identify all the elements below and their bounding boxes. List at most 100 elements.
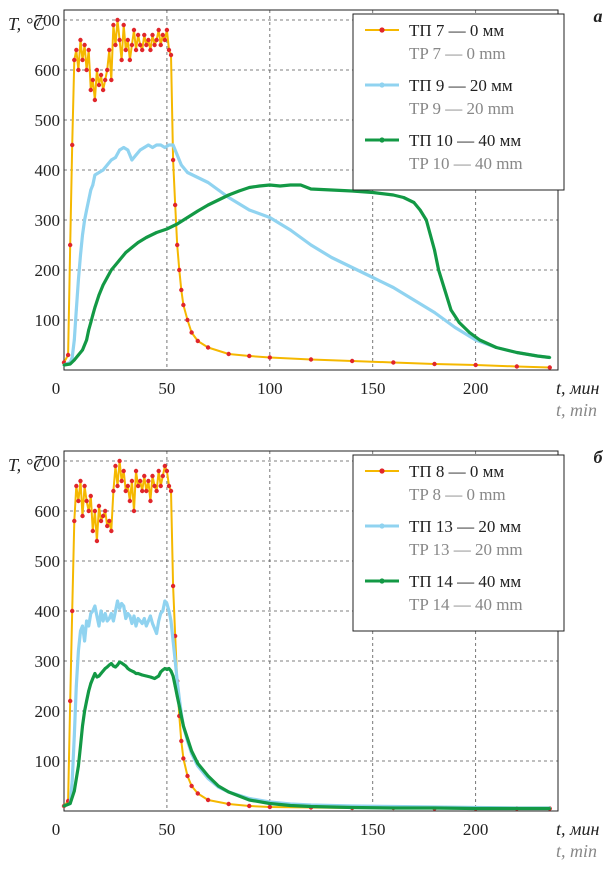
series-1-point — [117, 458, 122, 464]
series-1-point — [181, 756, 186, 761]
series-1-point — [84, 498, 89, 504]
series-1-point — [76, 67, 81, 73]
series-1-point — [308, 357, 314, 362]
y-tick-label: 700 — [35, 452, 61, 471]
legend-marker-2 — [379, 523, 385, 529]
series-2-point — [118, 148, 121, 152]
series-2-point — [175, 153, 179, 157]
series-1-point — [158, 483, 163, 489]
series-2-point — [95, 614, 99, 618]
series-1-point — [109, 528, 114, 534]
series-3-point — [107, 663, 111, 667]
series-2-point — [391, 286, 395, 289]
series-2-point — [149, 614, 152, 618]
series-1-point — [127, 57, 133, 63]
y-tick-label: 600 — [35, 61, 61, 80]
series-2-point — [81, 624, 84, 628]
y-tick-label: 100 — [35, 311, 61, 330]
series-1-point — [432, 361, 437, 367]
series-2-point — [159, 143, 163, 147]
series-1-point — [140, 47, 145, 53]
series-2-point — [77, 278, 80, 282]
y-axis-label: T, °C — [8, 455, 46, 475]
series-2-point — [114, 609, 117, 613]
series-1-point — [170, 583, 176, 589]
series-1-point — [70, 608, 75, 614]
series-1-point — [90, 528, 96, 534]
series-3-point — [237, 189, 241, 193]
series-2-point — [122, 604, 126, 608]
legend-entry-ru-3: ТП 10 — 40 мм — [409, 131, 521, 150]
series-1-point — [72, 518, 77, 524]
series-3-point — [136, 672, 140, 675]
series-3-point — [81, 724, 84, 728]
series-1-point — [154, 37, 159, 43]
y-tick-label: 300 — [35, 652, 61, 671]
series-3-point — [478, 338, 482, 342]
series-3-point — [391, 806, 395, 810]
series-3-point — [412, 201, 416, 204]
series-3-point — [165, 227, 169, 231]
series-1-point — [137, 478, 143, 484]
series-2-point — [122, 146, 126, 149]
series-1-point — [226, 351, 231, 357]
x-axis-label-en: t, min — [556, 400, 597, 420]
series-2-point — [289, 228, 292, 232]
series-1-point — [129, 478, 135, 484]
series-3-point — [97, 293, 101, 297]
series-3-point — [181, 724, 185, 728]
series-1-point — [100, 87, 106, 93]
panel-label: б — [594, 447, 604, 467]
series-2-point — [126, 612, 130, 615]
series-1-point — [144, 488, 149, 494]
series-2-point — [165, 602, 169, 605]
series-1-point — [150, 32, 155, 38]
series-2-point — [77, 649, 80, 653]
series-2-point — [130, 158, 134, 162]
series-1-point — [205, 345, 211, 350]
series-3-point — [167, 667, 171, 670]
series-1-point — [152, 42, 157, 48]
legend-entry-ru-1: ТП 7 — 0 мм — [409, 21, 504, 40]
chart-panel-a: 100 200 300 400 500 600 700 0 50 100 150 200 T, °C а t… — [8, 6, 603, 420]
legend-marker-2 — [379, 82, 385, 88]
legend-entry-ru-2: ТП 13 — 20 мм — [409, 517, 521, 536]
series-3-point — [330, 188, 333, 192]
series-2-point — [146, 619, 150, 623]
series-2-point — [134, 624, 138, 628]
series-2-point — [136, 617, 140, 620]
series-1-point — [111, 488, 116, 494]
series-3-point — [144, 236, 148, 239]
series-1-point — [144, 42, 149, 48]
series-3-point — [173, 684, 177, 688]
series-1-point — [166, 47, 172, 53]
series-3-point — [418, 208, 422, 212]
series-3-point — [126, 667, 130, 670]
series-3-point — [433, 806, 436, 810]
series-1-point — [92, 508, 98, 514]
series-3-point — [153, 677, 156, 680]
series-2-point — [216, 188, 220, 192]
series-1-point — [148, 498, 153, 504]
series-2-point — [163, 599, 167, 603]
series-1-point — [172, 202, 178, 208]
series-2-point — [433, 311, 436, 314]
series-3-point — [109, 268, 113, 272]
series-1-point — [96, 82, 102, 88]
y-tick-label: 600 — [35, 502, 61, 521]
series-1-point — [162, 463, 168, 469]
series-2-point — [169, 619, 173, 623]
series-1-point — [80, 513, 85, 519]
series-2-point — [118, 607, 121, 610]
series-1-point — [107, 47, 112, 53]
series-1-point — [82, 483, 87, 489]
panel-label: а — [594, 6, 603, 26]
series-3-point — [350, 806, 354, 809]
chart-a-svg: 100 200 300 400 500 600 700 0 50 100 150 200 T, °C а t… — [8, 6, 603, 420]
series-2-point — [151, 622, 154, 625]
series-3-point — [299, 183, 303, 187]
series-1-point — [195, 791, 200, 796]
series-2-point — [91, 609, 95, 613]
series-3-point — [62, 804, 66, 808]
series-3-point — [134, 672, 138, 675]
